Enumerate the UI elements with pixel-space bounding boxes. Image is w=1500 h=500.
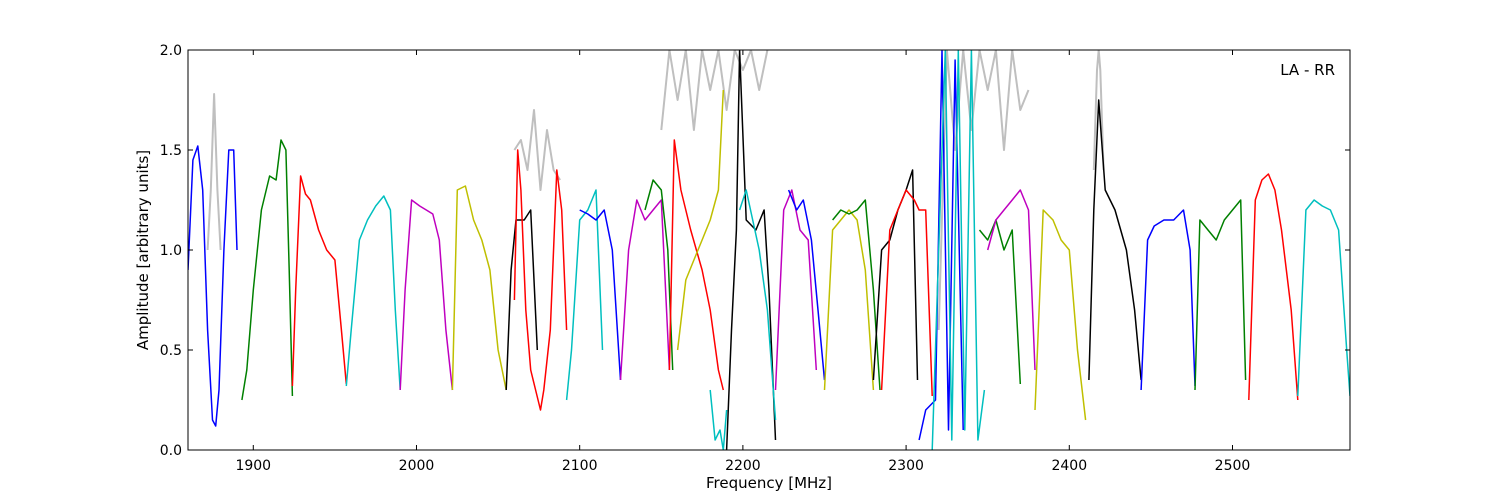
- background-series-line-1: [513, 109, 561, 191]
- series-line-3: [345, 195, 401, 391]
- x-tick-label-6: 2500: [1215, 458, 1251, 474]
- y-axis-title: Amplitude [arbitrary units]: [134, 150, 152, 350]
- plot-annotation: LA - RR: [1280, 61, 1335, 79]
- series-line-12: [668, 139, 725, 391]
- series-line-24: [931, 50, 986, 450]
- series-line-16: [738, 189, 777, 421]
- background-series-line-2: [660, 50, 769, 131]
- x-axis-title: Frequency [MHz]: [706, 474, 832, 492]
- series-line-10: [619, 199, 671, 381]
- series-line-15: [725, 50, 777, 450]
- x-axis: 1900 2000 2100 2200 2300 2400 2500: [235, 50, 1250, 474]
- series-line-26: [986, 189, 1036, 371]
- x-tick-label-2: 2100: [562, 458, 598, 474]
- background-series-line-0: [206, 93, 222, 251]
- series-line-2: [291, 175, 348, 387]
- series-line-28: [1088, 99, 1142, 381]
- series-line-23: [918, 50, 964, 441]
- series-line-0: [188, 145, 238, 427]
- series-line-20: [832, 199, 881, 391]
- series-line-30: [1194, 199, 1247, 391]
- series-group: [188, 50, 1350, 450]
- x-tick-label-0: 1900: [235, 458, 271, 474]
- x-tick-label-1: 2000: [399, 458, 435, 474]
- series-line-27: [1034, 209, 1087, 421]
- background-series-line-4: [1092, 50, 1105, 171]
- series-line-25: [978, 219, 1022, 385]
- series-line-11: [644, 179, 674, 371]
- y-tick-label-1: 0.5: [160, 343, 182, 359]
- series-line-7: [513, 149, 568, 411]
- series-line-19: [823, 209, 875, 391]
- series-line-4: [399, 199, 454, 391]
- series-line-13: [676, 89, 725, 351]
- series-line-6: [505, 209, 539, 391]
- y-axis: 0.0 0.5 1.0 1.5 2.0: [160, 43, 1350, 459]
- x-tick-label-3: 2200: [725, 458, 761, 474]
- series-line-18: [787, 189, 826, 381]
- series-line-32: [1297, 199, 1350, 397]
- y-tick-label-0: 0.0: [160, 443, 182, 459]
- x-tick-label-5: 2400: [1051, 458, 1087, 474]
- series-line-31: [1248, 173, 1299, 401]
- series-line-1: [241, 139, 294, 401]
- x-tick-label-4: 2300: [888, 458, 924, 474]
- series-line-14: [709, 389, 728, 450]
- series-line-5: [451, 185, 507, 391]
- series-line-29: [1140, 209, 1196, 391]
- series-line-9: [579, 209, 622, 381]
- y-tick-label-2: 1.0: [160, 243, 182, 259]
- y-tick-label-3: 1.5: [160, 143, 182, 159]
- series-line-8: [565, 189, 604, 401]
- y-tick-label-4: 2.0: [160, 43, 182, 59]
- series-line-22: [880, 189, 933, 397]
